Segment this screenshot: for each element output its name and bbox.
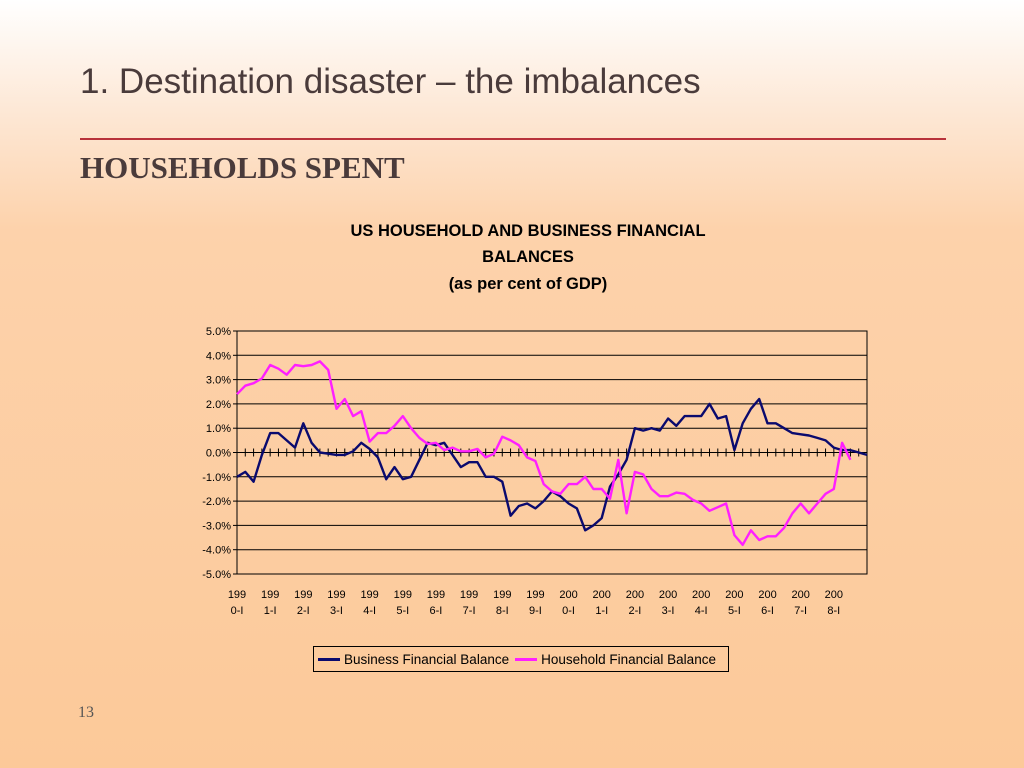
x-tick-label: 199 — [427, 589, 445, 601]
x-tick-label: 200 — [593, 589, 611, 601]
legend-label-household: Household Financial Balance — [541, 651, 716, 667]
x-tick-label: 0-I — [231, 605, 244, 617]
y-tick-label: -5.0% — [202, 569, 231, 581]
x-tick-label: 3-I — [330, 605, 343, 617]
x-tick-label: 200 — [792, 589, 810, 601]
x-tick-label: 6-I — [761, 605, 774, 617]
y-tick-label: 1.0% — [206, 423, 231, 435]
y-tick-label: -4.0% — [202, 545, 231, 557]
y-tick-label: -2.0% — [202, 496, 231, 508]
x-tick-label: 200 — [659, 589, 677, 601]
x-tick-label: 3-I — [662, 605, 675, 617]
chart-title-line-3: (as per cent of GDP) — [449, 275, 608, 293]
legend-swatch-household — [515, 657, 538, 661]
section-heading: HOUSEHOLDS SPENT — [80, 150, 405, 185]
x-tick-label: 199 — [228, 589, 246, 601]
chart-title-line-2: BALANCES — [482, 248, 574, 266]
financial-balances-chart: US HOUSEHOLD AND BUSINESS FINANCIAL BALA… — [202, 222, 868, 617]
y-tick-label: 2.0% — [206, 399, 231, 411]
x-tick-label: 199 — [294, 589, 312, 601]
x-tick-label: 5-I — [728, 605, 741, 617]
page-number: 13 — [78, 704, 94, 721]
chart-title-line-1: US HOUSEHOLD AND BUSINESS FINANCIAL — [350, 222, 705, 240]
y-tick-label: 0.0% — [206, 448, 231, 460]
x-tick-label: 2-I — [628, 605, 641, 617]
y-tick-label: -1.0% — [202, 472, 231, 484]
x-tick-label: 6-I — [430, 605, 443, 617]
y-axis-ticks: 5.0% 4.0% 3.0% 2.0% 1.0% 0.0% -1.0% -2.0% -3.0% -… — [202, 326, 231, 581]
legend-item-household: Household Financial Balance — [515, 652, 716, 667]
x-tick-label: 199 — [261, 589, 279, 601]
x-axis-ticks: 199 0-I 199 1-I 199 2-I 199 3-I 199 4-I 199 5-I 199 6… — [228, 589, 843, 617]
y-tick-label: -3.0% — [202, 520, 231, 532]
x-tick-label: 4-I — [363, 605, 376, 617]
x-tick-label: 2-I — [297, 605, 310, 617]
x-tick-label: 8-I — [496, 605, 509, 617]
x-tick-label: 200 — [626, 589, 644, 601]
x-tick-label: 1-I — [595, 605, 608, 617]
x-tick-label: 4-I — [695, 605, 708, 617]
x-tick-label: 199 — [394, 589, 412, 601]
x-tick-label: 0-I — [562, 605, 575, 617]
legend-swatch-business — [318, 657, 340, 661]
x-tick-label: 199 — [526, 589, 544, 601]
slide-title: 1. Destination disaster – the imbalances — [80, 62, 701, 101]
business-balance-line — [236, 397, 868, 532]
x-tick-label: 200 — [758, 589, 776, 601]
legend-item-business: Business Financial Balance — [318, 652, 509, 667]
x-tick-label: 200 — [725, 589, 743, 601]
y-tick-label: 5.0% — [206, 326, 231, 338]
y-tick-label: 3.0% — [206, 375, 231, 387]
title-divider — [80, 138, 946, 140]
x-tick-label: 7-I — [794, 605, 807, 617]
x-tick-label: 199 — [360, 589, 378, 601]
x-tick-label: 5-I — [396, 605, 409, 617]
x-tick-label: 199 — [327, 589, 345, 601]
y-tick-label: 4.0% — [206, 350, 231, 362]
household-balance-line — [236, 360, 852, 546]
x-tick-label: 1-I — [264, 605, 277, 617]
x-tick-label: 7-I — [463, 605, 476, 617]
legend-label-business: Business Financial Balance — [344, 651, 510, 667]
x-tick-label: 9-I — [529, 605, 542, 617]
x-tick-label: 199 — [460, 589, 478, 601]
x-tick-label: 200 — [559, 589, 577, 601]
series-lines — [236, 360, 868, 546]
x-tick-label: 8-I — [827, 605, 840, 617]
chart-legend: Business Financial Balance Household Fin… — [313, 646, 729, 672]
x-tick-label: 199 — [493, 589, 511, 601]
x-tick-label: 200 — [825, 589, 843, 601]
x-tick-label: 200 — [692, 589, 710, 601]
